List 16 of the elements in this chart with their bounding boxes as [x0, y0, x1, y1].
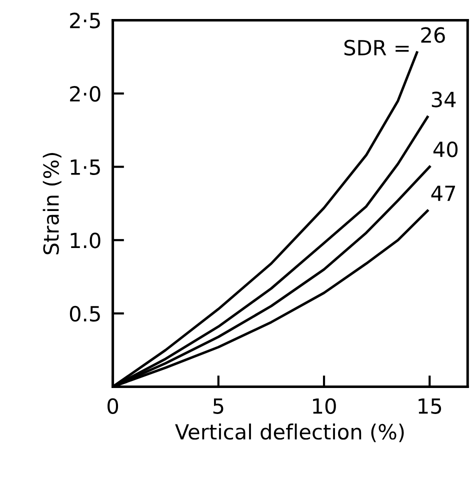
- y-axis-title: Strain (%): [42, 153, 62, 254]
- y-tick-label: 2·5: [70, 12, 100, 28]
- x-tick-label: 0: [108, 398, 118, 414]
- annotation: SDR =: [344, 40, 409, 56]
- x-tick-label: 5: [213, 398, 224, 414]
- y-tick-label: 0.5: [70, 306, 100, 322]
- x-axis-title: Vertical deflection (%): [175, 424, 404, 442]
- series-label: 40: [433, 141, 458, 158]
- x-tick-label: 15: [418, 398, 442, 414]
- y-tick-label: 1.0: [70, 232, 100, 248]
- series-label: 47: [431, 186, 456, 201]
- series-label: 34: [432, 92, 456, 108]
- series-label: 26: [421, 27, 445, 43]
- y-tick-label: 2·0: [70, 86, 100, 102]
- x-tick-label: 10: [313, 398, 336, 414]
- y-tick-label: 1·5: [70, 160, 100, 176]
